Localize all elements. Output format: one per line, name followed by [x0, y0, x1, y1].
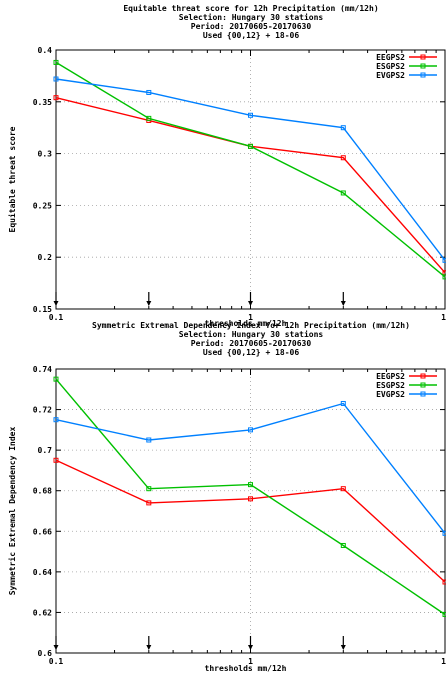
legend-label: EVGPS2: [376, 390, 405, 399]
data-point: [340, 486, 346, 492]
series-line-evgps2: [55, 402, 446, 534]
x-axis-label: thresholds mm/12h: [205, 664, 287, 673]
x-axis-label: thresholds mm/12h: [205, 319, 287, 328]
chart-title-line: Period: 20170605-20170630: [191, 338, 312, 348]
legend-label: ESGPS2: [376, 62, 405, 71]
threshold-arrow-head: [53, 645, 59, 650]
threshold-arrow-head: [146, 645, 152, 650]
data-point: [53, 457, 59, 463]
legend-marker: [420, 63, 426, 69]
threshold-arrow-head: [248, 645, 253, 650]
data-point: [442, 611, 446, 617]
data-point: [53, 376, 59, 382]
data-point: [146, 486, 152, 492]
data-point: [146, 500, 152, 506]
legend-marker: [420, 72, 426, 78]
chart-title-line: Selection: Hungary 30 stations: [179, 12, 324, 22]
chart-title-line: Equitable threat score for 12h Precipita…: [123, 3, 378, 13]
x-tick-label: 0.1: [49, 313, 64, 322]
y-tick-label: 0.35: [33, 98, 52, 107]
y-tick-label: 0.6: [38, 649, 53, 658]
data-point: [146, 115, 152, 121]
ets-chart: Equitable threat score for 12h Precipita…: [7, 3, 446, 328]
y-tick-label: 0.74: [33, 365, 52, 374]
data-point: [248, 112, 253, 118]
chart-title-line: Used {00,12} + 18-06: [203, 31, 300, 40]
data-point: [53, 59, 59, 65]
y-tick-label: 0.64: [33, 568, 52, 577]
data-point: [340, 400, 346, 406]
data-point: [248, 427, 253, 433]
series-line-evgps2: [55, 78, 446, 261]
series-line-eegps2: [55, 459, 446, 583]
x-tick-label: 1: [248, 657, 253, 666]
y-axis-label: Symmetric Extremal Dependency Index: [7, 427, 17, 596]
data-point: [248, 482, 253, 488]
legend-marker: [420, 373, 426, 379]
chart-title-line: Symmetric Extremal Dependency Index for …: [92, 320, 410, 330]
legend-label: EEGPS2: [376, 53, 405, 62]
y-tick-label: 0.3: [38, 150, 53, 159]
y-tick-label: 0.7: [38, 446, 53, 455]
sedi-chart: Symmetric Extremal Dependency Index for …: [7, 320, 446, 673]
data-point: [53, 417, 59, 423]
threshold-arrow-head: [340, 645, 346, 650]
y-axis-label: Equitable threat score: [7, 126, 17, 232]
data-point: [340, 542, 346, 548]
threshold-arrow-head: [248, 301, 253, 306]
data-point: [442, 530, 446, 536]
threshold-arrow-head: [53, 301, 59, 306]
legend-label: EEGPS2: [376, 372, 405, 381]
data-point: [53, 76, 59, 82]
series-line-esgps2: [55, 61, 446, 278]
threshold-arrow-head: [146, 301, 152, 306]
data-point: [340, 190, 346, 196]
y-tick-label: 0.4: [38, 46, 53, 55]
data-point: [442, 257, 446, 263]
plot-frame: [55, 368, 446, 654]
legend-label: EVGPS2: [376, 71, 405, 80]
data-point: [53, 95, 59, 101]
x-tick-label: 1: [441, 657, 446, 666]
x-tick-label: 0.1: [49, 657, 64, 666]
data-point: [442, 274, 446, 280]
data-point: [340, 125, 346, 131]
y-tick-label: 0.72: [33, 406, 52, 415]
y-tick-label: 0.68: [33, 487, 52, 496]
x-tick-label: 1: [248, 313, 253, 322]
chart-title-line: Selection: Hungary 30 stations: [179, 329, 324, 339]
data-point: [442, 579, 446, 585]
y-tick-label: 0.62: [33, 608, 52, 617]
data-point: [248, 496, 253, 502]
data-point: [248, 143, 253, 149]
threshold-arrow-head: [340, 301, 346, 306]
legend-marker: [420, 54, 426, 60]
data-point: [340, 155, 346, 161]
data-point: [146, 437, 152, 443]
chart-title-line: Used {00,12} + 18-06: [203, 348, 300, 357]
y-tick-label: 0.2: [38, 253, 53, 262]
y-tick-label: 0.66: [33, 527, 52, 536]
data-point: [146, 89, 152, 95]
legend-label: ESGPS2: [376, 381, 405, 390]
series-line-esgps2: [55, 378, 446, 616]
x-tick-label: 1: [441, 313, 446, 322]
y-tick-label: 0.25: [33, 201, 52, 210]
legend-marker: [420, 382, 426, 388]
y-tick-label: 0.15: [33, 305, 52, 314]
legend-marker: [420, 391, 426, 397]
chart-title-line: Period: 20170605-20170630: [191, 21, 312, 31]
